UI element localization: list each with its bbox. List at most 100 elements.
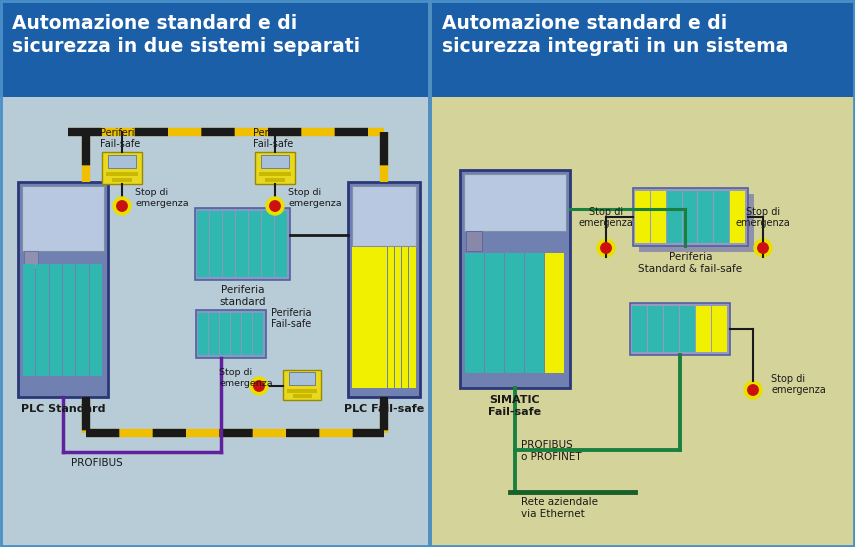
Bar [387,247,394,388]
Bar [231,313,241,355]
Circle shape [250,377,268,395]
Text: PROFIBUS
o PROFINET: PROFIBUS o PROFINET [521,440,581,462]
Bar [395,247,401,388]
Bar [402,247,409,388]
Bar [242,313,252,355]
Bar [36,264,49,375]
Text: Rete aziendale
via Ethernet: Rete aziendale via Ethernet [521,497,598,519]
Circle shape [754,239,772,257]
Bar [255,152,295,184]
Bar [18,182,108,397]
Circle shape [270,201,280,211]
Text: Periferia
standard: Periferia standard [219,285,266,307]
Bar [366,247,373,388]
Bar [664,306,679,352]
Text: Periferia
Fail-safe: Periferia Fail-safe [100,128,140,149]
Bar [352,247,358,388]
Bar [90,264,102,375]
Bar [108,155,136,168]
Text: Periferia
Standard & fail-safe: Periferia Standard & fail-safe [639,252,742,274]
Text: Automazione standard e di
sicurezza in due sistemi separati: Automazione standard e di sicurezza in d… [12,14,360,56]
Bar [283,370,321,400]
Text: PLC Standard: PLC Standard [21,404,105,414]
Bar [464,174,566,231]
Bar [635,191,650,243]
Bar [112,178,132,182]
Bar [261,155,289,168]
Bar [630,303,730,355]
Bar [265,178,285,182]
Bar [696,306,711,352]
Bar [210,211,222,277]
Circle shape [266,197,284,215]
Text: Automazione standard e di
sicurezza integrati in un sistema: Automazione standard e di sicurezza inte… [442,14,788,56]
Bar [730,191,745,243]
Bar [374,247,380,388]
Bar [505,253,524,373]
Circle shape [758,243,769,253]
Bar [209,313,219,355]
Bar [23,264,35,375]
Circle shape [113,197,131,215]
Bar [712,306,727,352]
Bar [76,264,89,375]
Text: Periferia
Fail-safe: Periferia Fail-safe [271,308,311,329]
Bar [525,253,544,373]
Bar [262,211,274,277]
Bar [428,0,432,547]
Bar [198,313,208,355]
Bar [409,247,416,388]
Bar [0,97,430,547]
Bar [22,186,104,251]
Bar [63,264,75,375]
Text: PLC Fail-safe: PLC Fail-safe [344,404,424,414]
Circle shape [597,239,615,257]
Circle shape [744,381,762,399]
Bar [275,211,287,277]
Bar [220,313,230,355]
Bar [196,310,266,358]
Bar [0,0,430,97]
Bar [286,388,317,393]
Bar [253,313,263,355]
Bar [195,208,290,280]
Bar [292,394,311,398]
Text: Stop di
emergenza: Stop di emergenza [579,207,634,228]
Bar [106,172,138,176]
Circle shape [117,201,127,211]
Bar [682,191,698,243]
Bar [24,251,38,269]
Bar [639,194,754,252]
Bar [632,306,647,352]
Text: Stop di
emergenza: Stop di emergenza [771,374,826,395]
Bar [485,253,504,373]
Bar [667,191,681,243]
Bar [545,253,564,373]
Circle shape [254,381,264,391]
Bar [380,247,387,388]
Circle shape [601,243,611,253]
Bar [460,170,570,388]
Bar [699,191,713,243]
Circle shape [748,385,758,395]
Bar [259,172,291,176]
Text: SIMATIC
Fail-safe: SIMATIC Fail-safe [488,395,541,417]
Bar [197,211,209,277]
Bar [289,373,315,385]
Bar [466,231,482,251]
Bar [249,211,261,277]
Text: Stop di
emergenza: Stop di emergenza [735,207,790,228]
Bar [236,211,248,277]
Text: Stop di
emergenza: Stop di emergenza [288,189,342,207]
Bar [50,264,62,375]
Bar [348,182,420,397]
Text: Stop di
emergenza: Stop di emergenza [135,189,189,207]
Bar [102,152,142,184]
Text: Periferia
Fail-safe: Periferia Fail-safe [253,128,293,149]
Bar [430,0,855,97]
Bar [465,253,484,373]
Bar [359,247,366,388]
Bar [651,191,666,243]
Bar [430,97,855,547]
Text: Stop di
emergenza: Stop di emergenza [219,369,273,387]
